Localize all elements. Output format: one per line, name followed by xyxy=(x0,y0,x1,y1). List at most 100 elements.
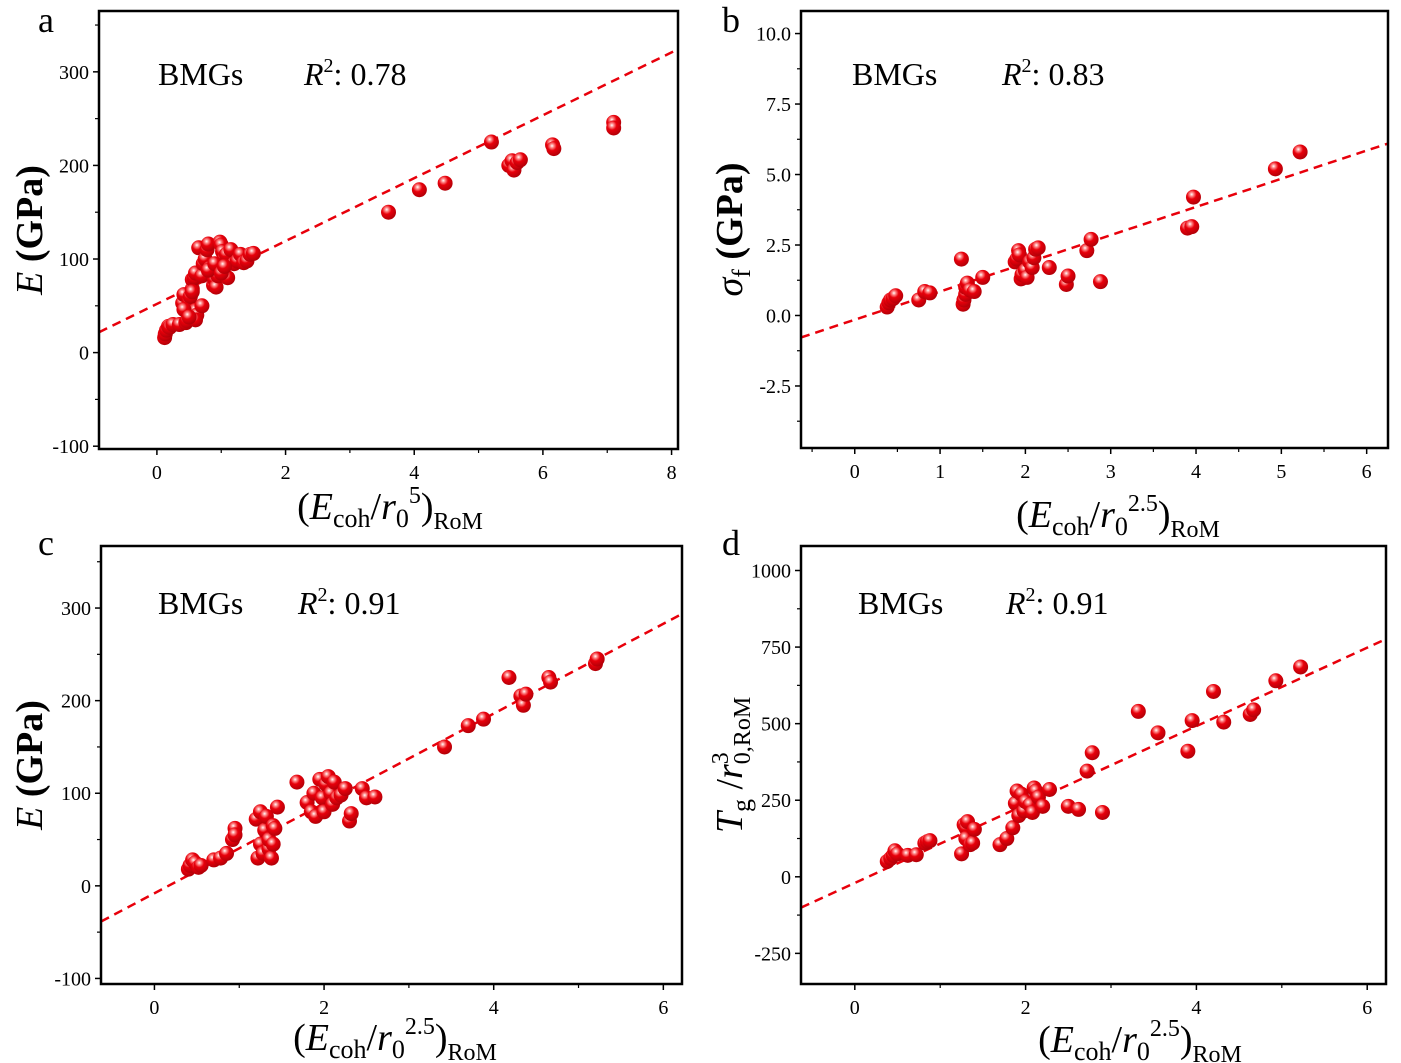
data-point xyxy=(1205,683,1221,699)
y-tick-label: -100 xyxy=(54,968,91,990)
data-point xyxy=(437,739,453,755)
data-point xyxy=(437,175,453,191)
data-point xyxy=(966,284,982,300)
data-point xyxy=(953,251,969,267)
scatter-points xyxy=(157,114,622,346)
x-tick-label: 3 xyxy=(1106,461,1116,483)
x-tick-label: 0 xyxy=(850,461,860,483)
y-tick-label: 7.5 xyxy=(766,94,791,116)
annotation-r2: R2: 0.91 xyxy=(1005,584,1108,621)
data-point xyxy=(1184,713,1200,729)
x-tick-label: 8 xyxy=(667,462,677,484)
data-point xyxy=(1185,189,1201,205)
data-point xyxy=(1042,782,1058,798)
x-tick-label: 6 xyxy=(1362,997,1372,1019)
annotation-group: BMGs xyxy=(158,56,243,92)
y-tick-label: 200 xyxy=(61,691,91,713)
scatter-points xyxy=(879,144,1308,315)
plot-frame xyxy=(97,9,680,451)
data-point xyxy=(381,204,396,220)
x-tick-label: 2 xyxy=(1020,461,1030,483)
x-axis-label: (Ecoh/r02.5)RoM xyxy=(1016,491,1220,543)
data-point xyxy=(460,718,476,734)
data-point xyxy=(1030,240,1046,256)
x-tick-label: 0 xyxy=(149,997,159,1019)
y-tick-label: 5.0 xyxy=(766,165,791,187)
data-point xyxy=(543,674,559,690)
data-point xyxy=(263,850,279,866)
data-point xyxy=(216,259,232,274)
data-point xyxy=(965,835,981,851)
y-tick-label: 0 xyxy=(781,867,791,889)
data-point xyxy=(966,821,982,837)
y-tick-label: -2.5 xyxy=(759,376,791,398)
data-point xyxy=(1092,274,1108,290)
data-point xyxy=(337,781,353,797)
data-point xyxy=(227,827,243,843)
data-point xyxy=(181,309,197,325)
data-point xyxy=(501,669,517,685)
data-point xyxy=(908,847,924,863)
y-tick-label: 200 xyxy=(59,155,89,177)
x-tick-label: 0 xyxy=(152,462,162,484)
data-point xyxy=(184,284,200,300)
x-tick-label: 4 xyxy=(409,462,419,484)
data-point xyxy=(922,285,938,301)
panel-letter: d xyxy=(722,523,740,563)
y-tick-label: 750 xyxy=(761,637,791,659)
x-tick-label: 2 xyxy=(281,462,291,484)
data-point xyxy=(326,774,342,790)
y-tick-label: -250 xyxy=(754,943,791,965)
scatter-points xyxy=(180,651,605,877)
data-point xyxy=(1079,243,1095,259)
x-axis-label: (Ecoh/r02.5)RoM xyxy=(1038,1016,1242,1063)
data-point xyxy=(1079,763,1095,779)
panel-d: 0 2 4 6 -250 0 250 500 750 1000 d BMGs R2: 0.91 (Ecoh… xyxy=(708,523,1388,1063)
x-tick-label: 6 xyxy=(1362,461,1372,483)
data-point xyxy=(200,236,216,252)
data-point xyxy=(888,288,904,304)
data-point xyxy=(1267,161,1283,177)
data-point xyxy=(265,836,281,852)
data-point xyxy=(1041,260,1057,276)
y-tick-label: 2.5 xyxy=(766,235,791,257)
data-point xyxy=(589,651,605,667)
y-tick-label: 1000 xyxy=(751,561,791,583)
data-point xyxy=(1071,801,1087,817)
data-point xyxy=(245,245,261,261)
y-tick-label: 300 xyxy=(59,62,89,84)
data-point xyxy=(367,789,383,805)
plot-frame xyxy=(99,544,684,986)
y-axis-label: E (GPa) xyxy=(9,165,51,296)
data-point xyxy=(1184,219,1200,235)
x-axis-label: (Ecoh/r02.5)RoM xyxy=(293,1014,497,1063)
x-tick-label: 1 xyxy=(935,461,945,483)
y-tick-label: 10.0 xyxy=(756,24,791,46)
data-point xyxy=(476,711,492,727)
panel-c: 0 2 4 6 -100 0 100 200 300 c BMGs R2: 0.91 (Ecoh/r02… xyxy=(9,523,684,1063)
data-point xyxy=(1094,804,1110,820)
y-tick-label: 0 xyxy=(81,876,91,898)
data-point xyxy=(208,279,224,295)
y-tick-label: 100 xyxy=(61,783,91,805)
annotation-r2: R2: 0.83 xyxy=(1001,55,1104,92)
data-point xyxy=(922,833,938,849)
data-point xyxy=(193,857,209,873)
data-point xyxy=(1180,743,1196,759)
data-point xyxy=(194,298,210,314)
annotation-r2: R2: 0.78 xyxy=(303,55,406,92)
data-point xyxy=(1246,702,1262,718)
panel-letter: a xyxy=(38,0,54,40)
data-point xyxy=(1005,820,1021,836)
x-tick-label: 5 xyxy=(1276,461,1286,483)
panel-b: 0 1 2 3 4 5 6 -2.5 0.0 2.5 5.0 7.5 10.0 b BMGs R2: 0.83… xyxy=(709,0,1390,543)
y-tick-label: 100 xyxy=(59,249,89,271)
data-point xyxy=(512,152,528,168)
data-point xyxy=(267,820,283,836)
y-tick-label: 300 xyxy=(61,598,91,620)
y-axis-label: σf (GPa) xyxy=(709,163,756,297)
annotation-group: BMGs xyxy=(158,585,243,621)
data-point xyxy=(269,799,285,815)
